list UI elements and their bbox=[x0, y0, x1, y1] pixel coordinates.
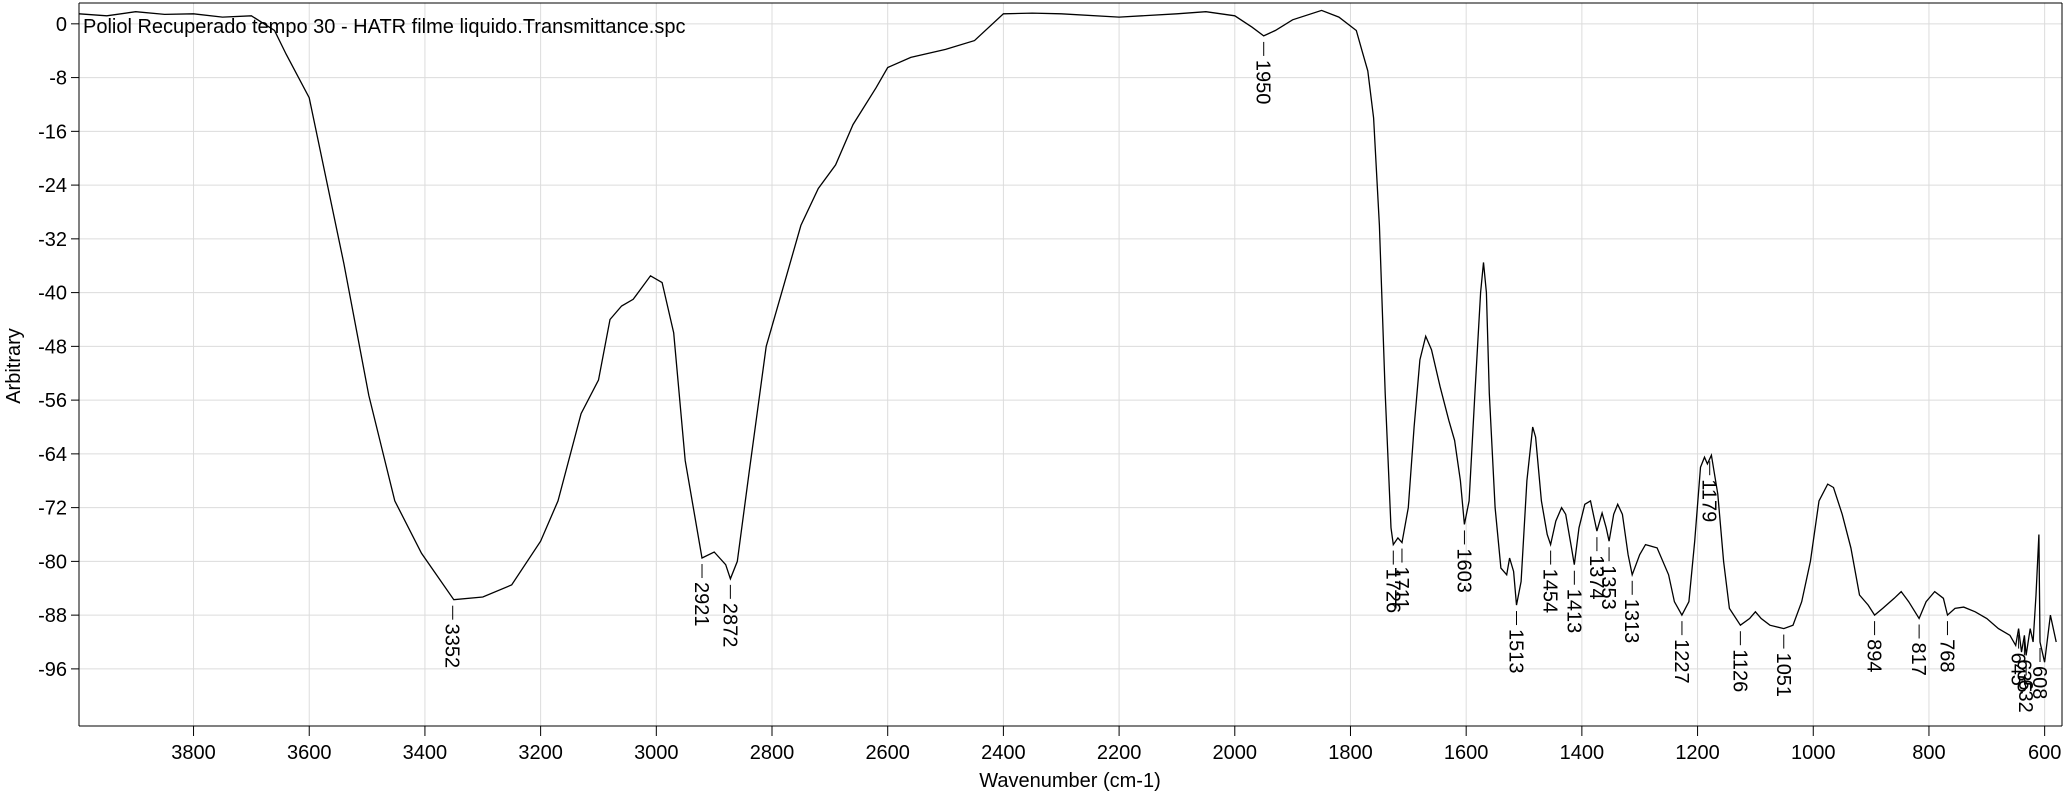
peak-label: 1227 bbox=[1670, 639, 1692, 684]
peak-label: 1603 bbox=[1452, 548, 1474, 593]
peak-label: 1051 bbox=[1772, 653, 1794, 698]
x-tick-label: 1200 bbox=[1675, 742, 1720, 764]
y-tick-label: 0 bbox=[56, 14, 67, 36]
x-tick-label: 3400 bbox=[403, 742, 448, 764]
peak-label: 1353 bbox=[1597, 565, 1619, 610]
peak-label: 1179 bbox=[1698, 479, 1720, 522]
peak-label: 1950 bbox=[1252, 60, 1274, 105]
y-tick-label: -24 bbox=[38, 175, 67, 197]
y-tick-label: -56 bbox=[38, 390, 67, 412]
x-tick-label: 1000 bbox=[1791, 742, 1836, 764]
x-tick-label: 600 bbox=[2028, 742, 2061, 764]
y-tick-label: -88 bbox=[38, 605, 67, 627]
x-tick-label: 1800 bbox=[1328, 742, 1373, 764]
y-axis-label: Arbitrary bbox=[3, 328, 25, 404]
x-tick-label: 2600 bbox=[865, 742, 910, 764]
x-tick-label: 3600 bbox=[287, 742, 332, 764]
chart-title: Poliol Recuperado tempo 30 - HATR filme … bbox=[83, 16, 685, 38]
peak-label: 632 bbox=[2014, 679, 2036, 712]
x-tick-label: 3200 bbox=[518, 742, 563, 764]
peak-label: 1454 bbox=[1539, 569, 1561, 614]
y-tick-label: -72 bbox=[38, 498, 67, 520]
x-tick-label: 1600 bbox=[1444, 742, 1489, 764]
peak-label: 635 bbox=[2012, 659, 2034, 692]
peak-label: 1726 bbox=[1381, 569, 1403, 614]
peak-label: 1126 bbox=[1728, 649, 1750, 692]
peak-label: 3352 bbox=[441, 624, 463, 669]
y-tick-label: -16 bbox=[38, 121, 67, 143]
y-tick-label: -80 bbox=[38, 551, 67, 573]
x-tick-label: 2200 bbox=[1097, 742, 1142, 764]
spectrum-line bbox=[78, 9, 2057, 663]
peak-label: 768 bbox=[1935, 639, 1957, 672]
x-tick-label: 3800 bbox=[171, 742, 216, 764]
peak-label: 894 bbox=[1863, 639, 1885, 672]
x-tick-label: 1400 bbox=[1560, 742, 1605, 764]
peak-label: 1711 bbox=[1390, 567, 1412, 610]
y-tick-label: -96 bbox=[38, 659, 67, 681]
x-tick-label: 2400 bbox=[981, 742, 1026, 764]
peak-label: 1413 bbox=[1562, 589, 1584, 634]
y-tick-label: -8 bbox=[49, 68, 67, 90]
y-tick-label: -40 bbox=[38, 283, 67, 305]
x-tick-label: 3000 bbox=[634, 742, 679, 764]
peak-label: 1313 bbox=[1620, 599, 1642, 644]
peak-label: 2921 bbox=[690, 582, 712, 627]
x-axis-label: Wavenumber (cm-1) bbox=[979, 770, 1161, 792]
peak-label: 1513 bbox=[1505, 629, 1527, 674]
y-tick-label: -64 bbox=[38, 444, 67, 466]
peak-label: 608 bbox=[2028, 666, 2050, 699]
peak-label: 2872 bbox=[718, 603, 740, 648]
peak-label: 1374 bbox=[1585, 555, 1607, 600]
x-tick-label: 2800 bbox=[750, 742, 795, 764]
x-tick-label: 800 bbox=[1912, 742, 1945, 764]
peak-label: 817 bbox=[1907, 642, 1929, 675]
x-tick-label: 2000 bbox=[1213, 742, 1258, 764]
y-tick-label: -48 bbox=[38, 336, 67, 358]
y-tick-label: -32 bbox=[38, 229, 67, 251]
peak-label: 645 bbox=[2007, 653, 2029, 686]
